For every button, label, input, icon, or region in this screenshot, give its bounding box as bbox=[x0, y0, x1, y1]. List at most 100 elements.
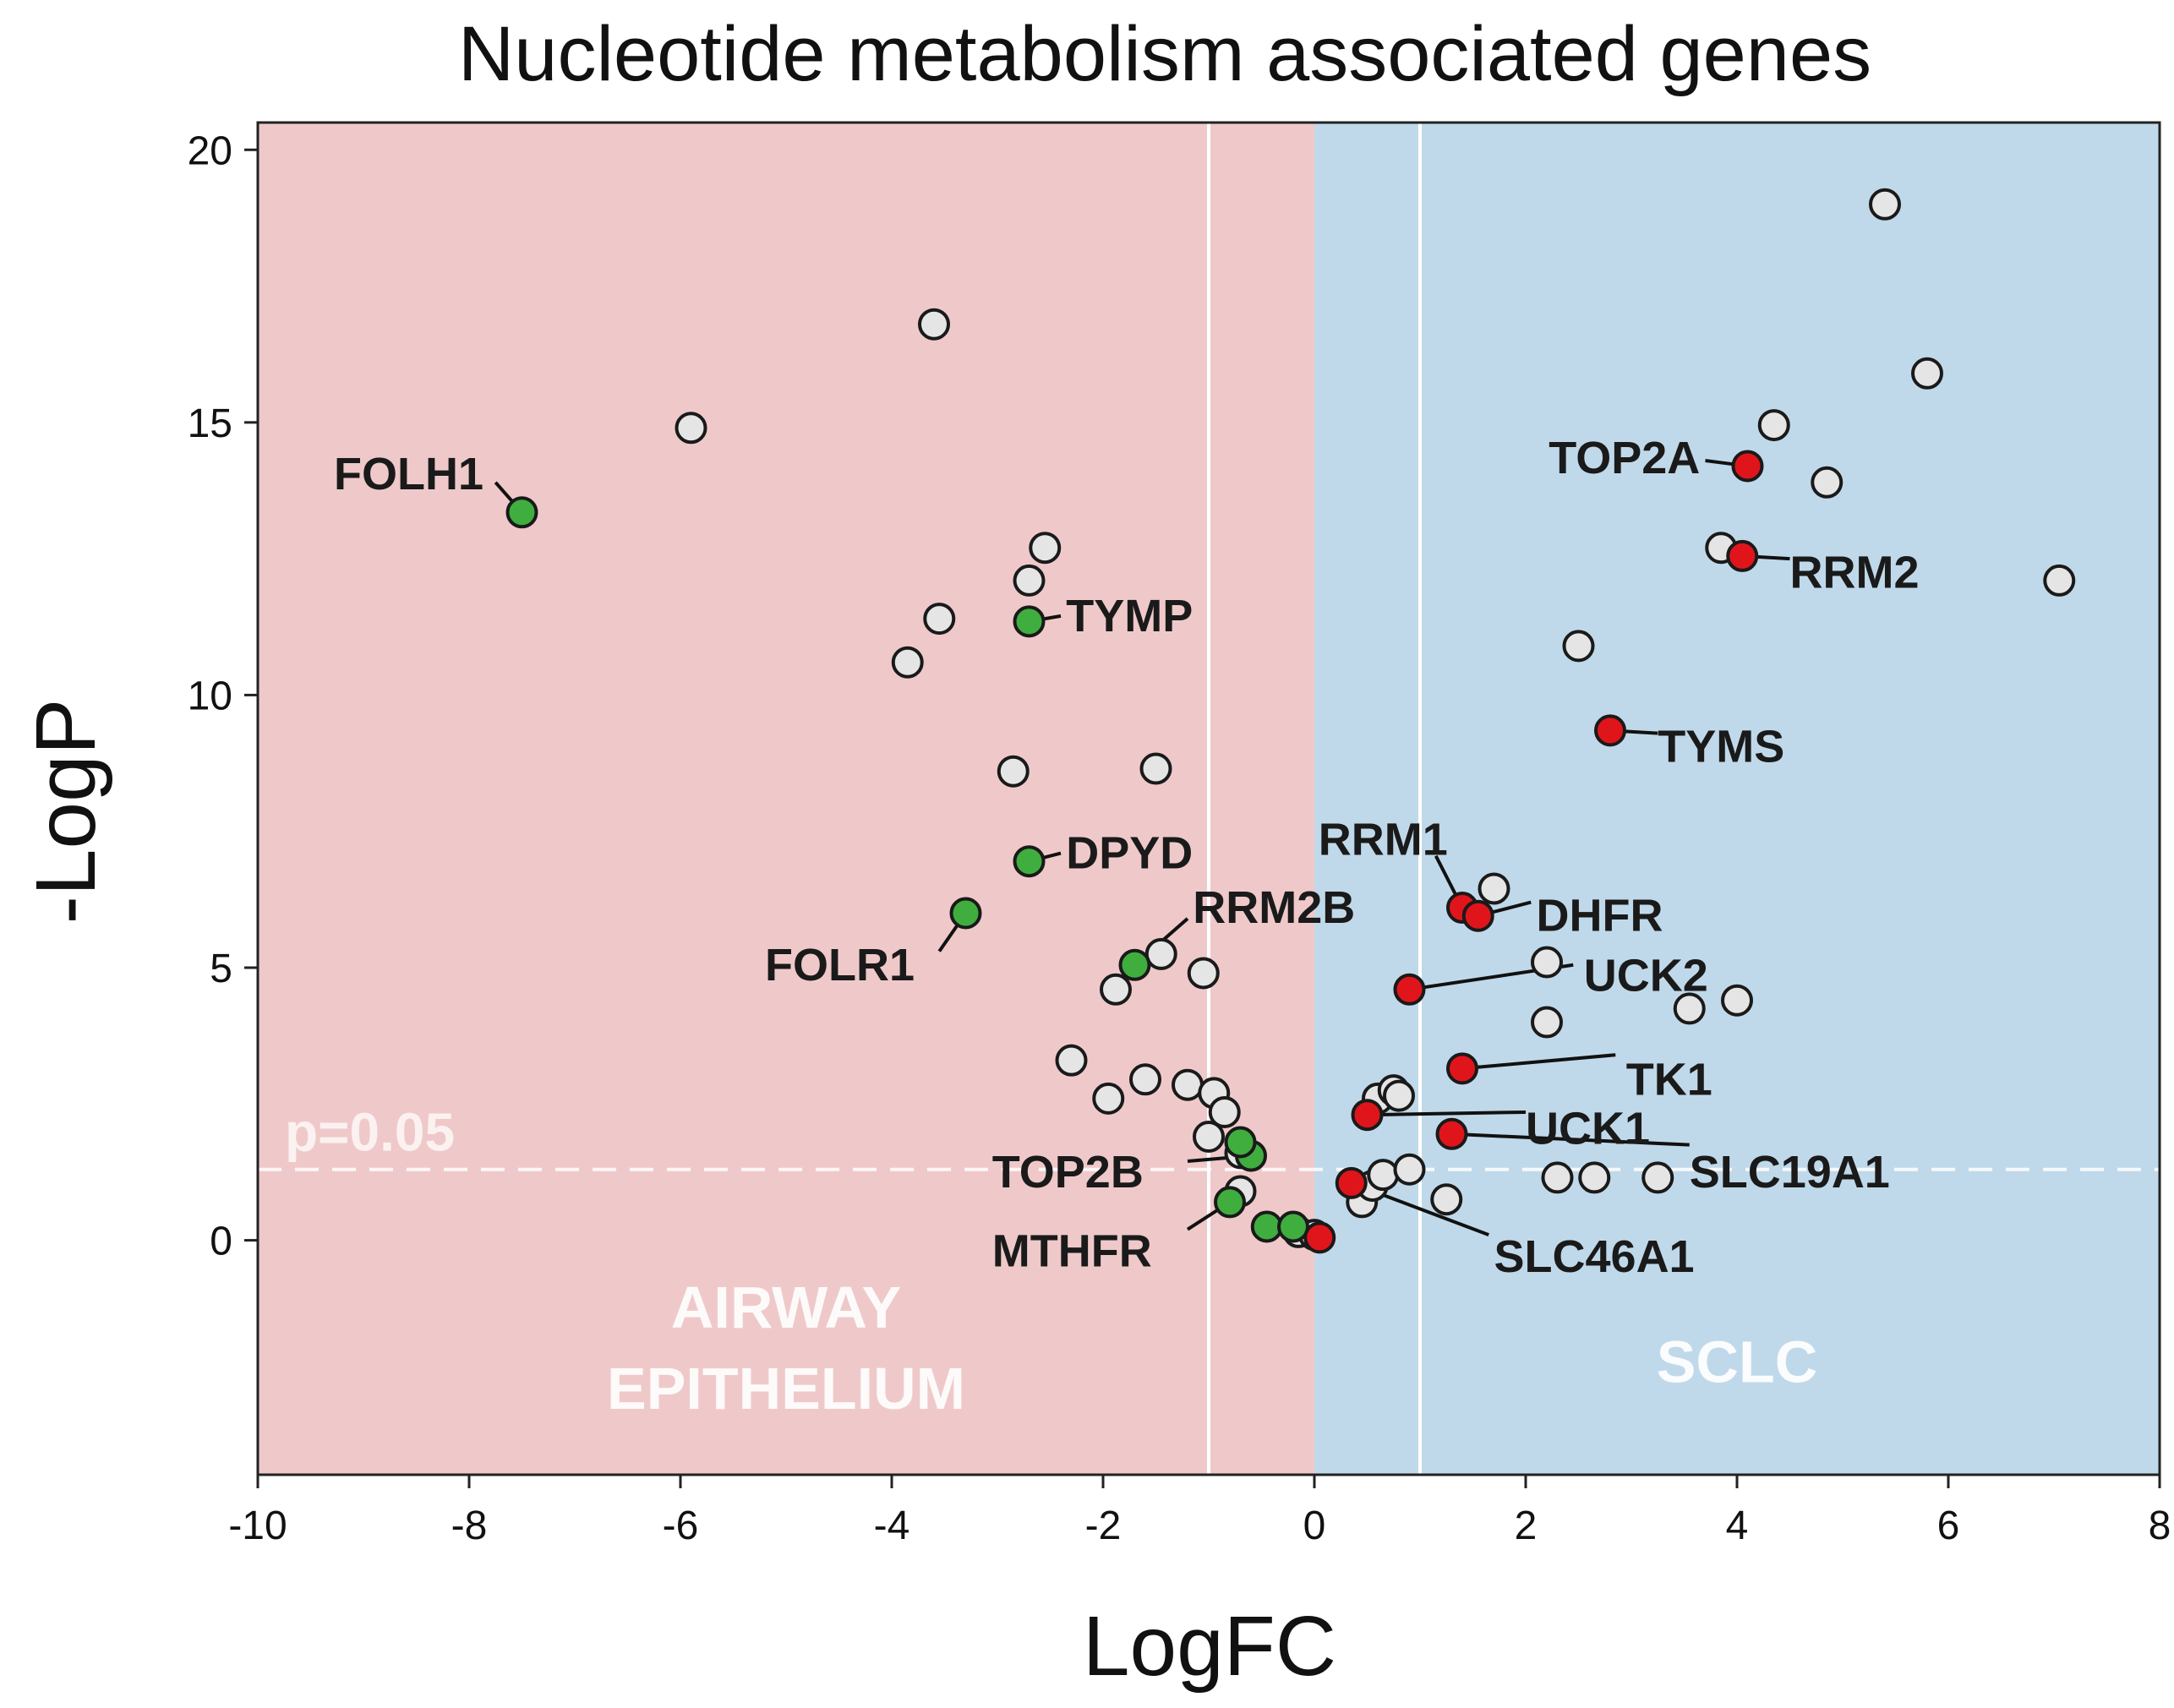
point-up-rrm2 bbox=[1726, 539, 1759, 572]
gene-label-tk1: TK1 bbox=[1626, 1054, 1712, 1105]
point-other-6 bbox=[997, 755, 1030, 788]
gene-label-rrm2: RRM2 bbox=[1790, 547, 1920, 598]
x-tick-label--6: -6 bbox=[663, 1503, 699, 1548]
plot-frame bbox=[256, 121, 2161, 1476]
point-other-13 bbox=[1129, 1063, 1161, 1096]
point-other-16 bbox=[1208, 1095, 1241, 1128]
point-up-slc46a1 bbox=[1335, 1166, 1368, 1199]
y-tick-label-15: 15 bbox=[188, 401, 232, 446]
point-other-30 bbox=[1869, 188, 1901, 221]
point-up-tyms bbox=[1594, 714, 1626, 747]
x-tick-label-4: 4 bbox=[1726, 1503, 1749, 1548]
point-other-9 bbox=[1187, 957, 1220, 990]
point-other-12 bbox=[1092, 1082, 1125, 1115]
region-background-0 bbox=[258, 123, 1314, 1475]
gene-label-uck2: UCK2 bbox=[1584, 951, 1708, 1001]
point-down-6 bbox=[1224, 1126, 1257, 1159]
gene-label-folh1: FOLH1 bbox=[334, 449, 483, 499]
point-other-25 bbox=[1393, 1153, 1426, 1186]
point-other-0 bbox=[918, 308, 950, 341]
leader-slc19a1 bbox=[1451, 1132, 1690, 1147]
y-tick-label-0: 0 bbox=[210, 1220, 232, 1264]
point-up-dhfr bbox=[1461, 899, 1494, 932]
point-other-4 bbox=[923, 603, 956, 636]
point-other-37 bbox=[1478, 872, 1510, 905]
gene-label-top2b: TOP2B bbox=[992, 1147, 1144, 1198]
gene-label-uck1: UCK1 bbox=[1526, 1103, 1650, 1154]
data-points bbox=[505, 188, 2076, 1254]
gene-label-slc46a1: SLC46A1 bbox=[1494, 1231, 1695, 1282]
point-other-42 bbox=[1541, 1161, 1574, 1194]
point-other-44 bbox=[1641, 1161, 1674, 1194]
significance-threshold: p=0.05 bbox=[258, 1102, 2160, 1171]
y-tick-label-20: 20 bbox=[188, 128, 232, 173]
threshold-label: p=0.05 bbox=[285, 1102, 455, 1163]
gene-label-folr1: FOLR1 bbox=[765, 940, 915, 990]
x-tick-label--10: -10 bbox=[228, 1503, 287, 1548]
axes: -10 -8 -6 -4 -2 0 2 4 6 8 0 5 10 15 20 bbox=[188, 121, 2171, 1548]
point-other-32 bbox=[1757, 409, 1790, 442]
point-other-7 bbox=[1139, 752, 1172, 785]
point-up-uck1 bbox=[1351, 1099, 1384, 1132]
point-other-14 bbox=[1172, 1068, 1204, 1101]
gene-label-dpyd: DPYD bbox=[1066, 828, 1193, 879]
point-down-folr1 bbox=[949, 897, 982, 930]
x-axis-label: LogFC bbox=[1083, 1599, 1336, 1694]
y-tick-label-5: 5 bbox=[210, 947, 232, 991]
x-tick-label-0: 0 bbox=[1303, 1503, 1326, 1548]
gene-label-tyms: TYMS bbox=[1658, 722, 1784, 772]
point-other-40 bbox=[1721, 984, 1753, 1017]
point-other-17 bbox=[1193, 1121, 1225, 1153]
x-tick-label-8: 8 bbox=[2149, 1503, 2171, 1548]
x-tick-label-6: 6 bbox=[1937, 1503, 1960, 1548]
x-tick-label-2: 2 bbox=[1515, 1503, 1538, 1548]
region-label-0-1: EPITHELIUM bbox=[607, 1356, 965, 1422]
point-up-uck2 bbox=[1393, 973, 1426, 1006]
gene-label-tymp: TYMP bbox=[1066, 591, 1193, 641]
point-down-dpyd bbox=[1013, 845, 1046, 878]
point-other-33 bbox=[1811, 466, 1844, 499]
point-up-top2a bbox=[1731, 450, 1764, 483]
gene-label-rrm1: RRM1 bbox=[1319, 814, 1448, 865]
point-other-24 bbox=[1367, 1159, 1400, 1192]
background-regions bbox=[258, 123, 2160, 1475]
point-other-1 bbox=[675, 412, 707, 445]
point-other-8 bbox=[1144, 937, 1177, 970]
point-down-9 bbox=[1277, 1210, 1309, 1243]
gene-labels: FOLH1 TYMP DPYD FOLR1 RRM2B TOP2B MTHFR TOP2A RR… bbox=[334, 433, 1920, 1282]
point-other-29 bbox=[1383, 1079, 1415, 1112]
point-other-39 bbox=[1673, 992, 1706, 1025]
region-label-1-0: SCLC bbox=[1657, 1329, 1818, 1394]
gene-label-slc19a1: SLC19A1 bbox=[1690, 1147, 1890, 1198]
point-other-31 bbox=[1911, 357, 1943, 390]
point-other-3 bbox=[1013, 564, 1046, 597]
x-tick-label--4: -4 bbox=[874, 1503, 910, 1548]
point-down-8 bbox=[1250, 1210, 1283, 1243]
y-axis-label: -LogP bbox=[19, 699, 113, 925]
y-tick-label-10: 10 bbox=[188, 674, 232, 718]
point-other-5 bbox=[891, 646, 924, 679]
leader-uck1 bbox=[1367, 1110, 1527, 1117]
region-label-0-0: AIRWAY bbox=[671, 1274, 901, 1340]
point-other-11 bbox=[1055, 1044, 1088, 1077]
fold-change-lines bbox=[1207, 123, 1422, 1475]
leader-tk1 bbox=[1461, 1053, 1616, 1071]
region-background-1 bbox=[1314, 123, 2160, 1475]
point-other-10 bbox=[1100, 973, 1132, 1006]
point-down-mthfr bbox=[1214, 1186, 1246, 1219]
point-down-rrm2b bbox=[1118, 948, 1151, 981]
chart-title: Nucleotide metabolism associated genes bbox=[458, 11, 1871, 97]
point-other-41 bbox=[1531, 1006, 1563, 1039]
point-other-43 bbox=[1578, 1161, 1611, 1194]
gene-label-mthfr: MTHFR bbox=[992, 1225, 1152, 1276]
point-other-26 bbox=[1430, 1183, 1463, 1216]
gene-label-rrm2b: RRM2B bbox=[1193, 882, 1355, 933]
point-down-tymp bbox=[1013, 605, 1046, 638]
gene-label-dhfr: DHFR bbox=[1537, 891, 1663, 941]
x-tick-label--8: -8 bbox=[451, 1503, 488, 1548]
point-up-10 bbox=[1303, 1221, 1336, 1254]
point-other-36 bbox=[1562, 630, 1595, 663]
point-other-38 bbox=[1531, 946, 1563, 979]
point-down-folh1 bbox=[505, 496, 538, 529]
point-other-2 bbox=[1029, 532, 1062, 565]
